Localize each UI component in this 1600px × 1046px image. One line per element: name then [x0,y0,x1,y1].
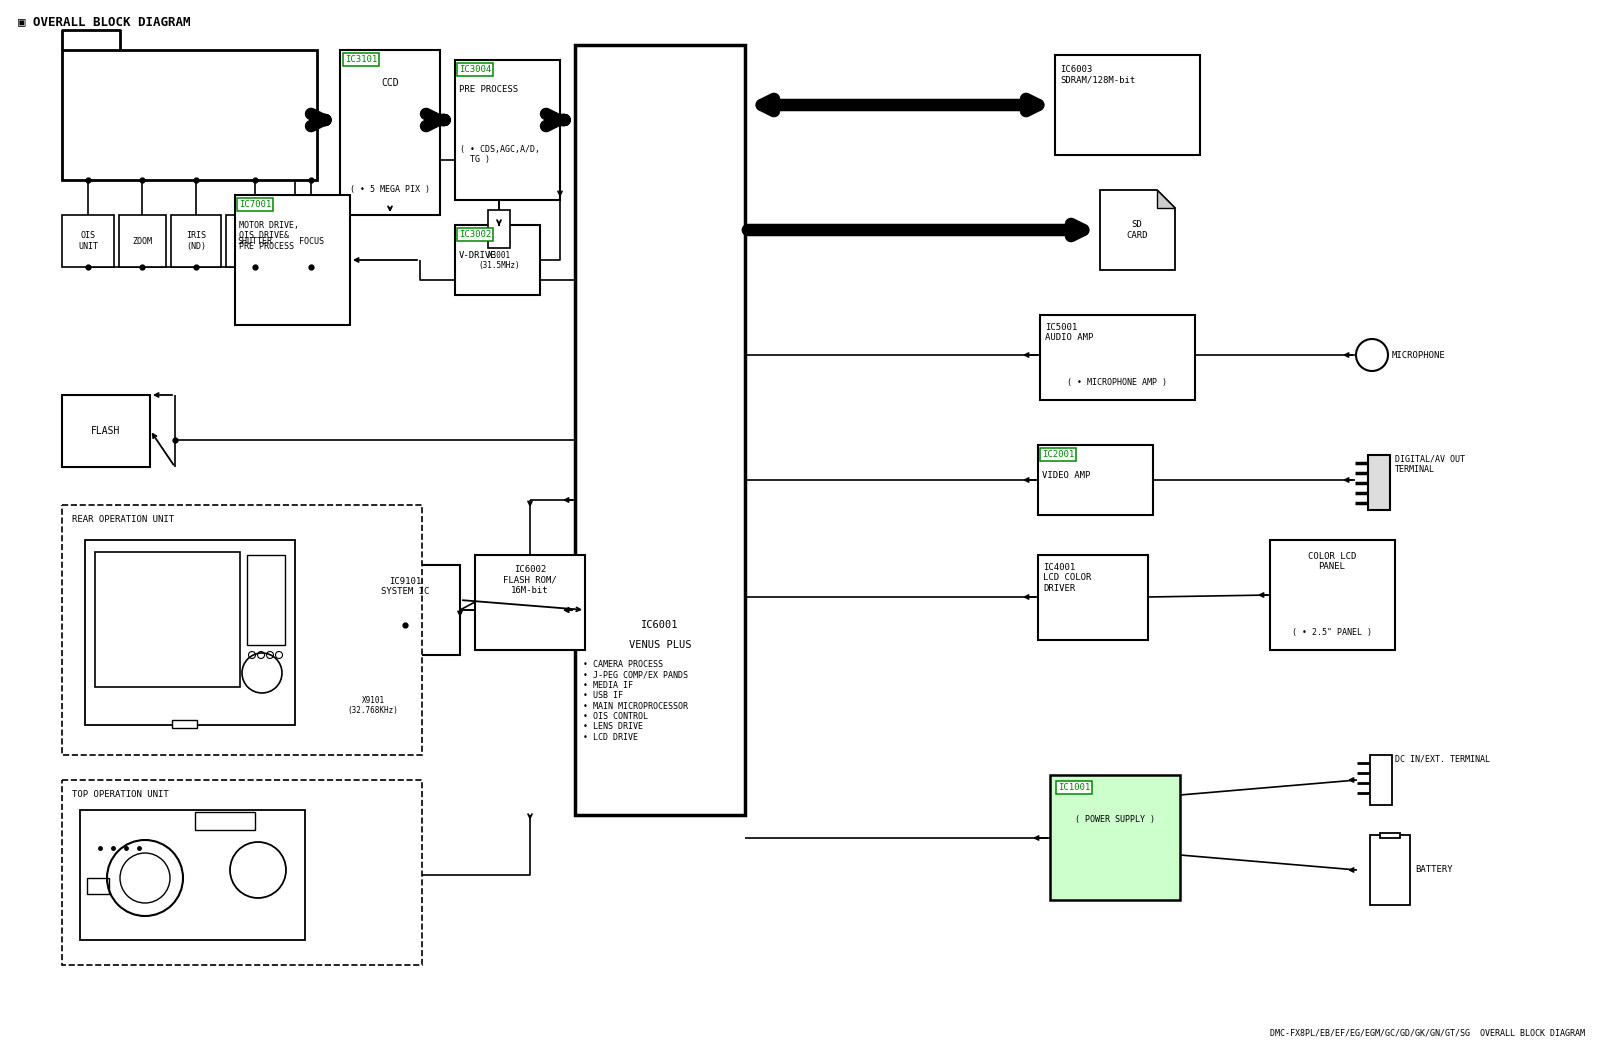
Text: IC9101
SYSTEM IC: IC9101 SYSTEM IC [381,577,429,596]
Bar [1038,445,1154,515]
Bar [1038,555,1149,640]
Bar [62,505,422,755]
Text: ( • MICROPHONE AMP ): ( • MICROPHONE AMP ) [1067,378,1166,387]
Text: IC1001: IC1001 [1058,783,1090,792]
Text: • CAMERA PROCESS
• J-PEG COMP/EX PANDS
• MEDIA IF
• USB IF
• MAIN MICROPROCESSOR: • CAMERA PROCESS • J-PEG COMP/EX PANDS •… [582,660,688,742]
Text: MOTOR DRIVE,
OIS DRIVE&
PRE PROCESS: MOTOR DRIVE, OIS DRIVE& PRE PROCESS [238,221,299,251]
Text: IC3004: IC3004 [459,65,491,74]
Bar [1050,775,1181,900]
Bar [235,195,350,325]
Text: IC5001
AUDIO AMP: IC5001 AUDIO AMP [1045,323,1093,342]
Text: DC IN/EXT. TERMINAL: DC IN/EXT. TERMINAL [1395,755,1490,764]
Bar [226,215,283,267]
Text: ( • 2.5" PANEL ): ( • 2.5" PANEL ) [1293,628,1373,637]
Bar [80,810,306,940]
Bar [62,215,114,267]
Bar [171,215,221,267]
Text: ( • 5 MEGA PIX ): ( • 5 MEGA PIX ) [350,185,430,194]
Bar [1370,755,1392,805]
Text: OIS
UNIT: OIS UNIT [78,231,98,251]
Bar [173,720,197,728]
Text: IC4001
LCD COLOR
DRIVER: IC4001 LCD COLOR DRIVER [1043,563,1091,593]
Text: V-DRIVE: V-DRIVE [459,251,496,260]
Text: IC3002: IC3002 [459,230,491,238]
Text: DMC-FX8PL/EB/EF/EG/EGM/GC/GD/GK/GN/GT/SG  OVERALL BLOCK DIAGRAM: DMC-FX8PL/EB/EF/EG/EGM/GC/GD/GK/GN/GT/SG… [1270,1029,1586,1038]
Text: SD
CARD: SD CARD [1126,221,1147,240]
Bar [62,50,317,180]
Text: COLOR LCD
PANEL: COLOR LCD PANEL [1307,552,1357,571]
Bar [339,50,440,215]
Bar [574,45,746,815]
Text: BATTERY: BATTERY [1414,865,1453,874]
Bar [1040,315,1195,400]
Bar [454,60,560,200]
Text: REAR OPERATION UNIT: REAR OPERATION UNIT [72,515,174,524]
Text: PRE PROCESS: PRE PROCESS [459,85,518,94]
Bar [94,552,240,687]
Bar [62,395,150,467]
Text: FLASH: FLASH [91,426,120,436]
Text: ▣ OVERALL BLOCK DIAGRAM: ▣ OVERALL BLOCK DIAGRAM [18,15,190,28]
Bar [246,555,285,645]
Text: IC7001: IC7001 [238,200,272,209]
Polygon shape [1157,190,1174,208]
Text: IC6002
FLASH ROM/
16M-bit: IC6002 FLASH ROM/ 16M-bit [502,565,557,595]
Text: CCD: CCD [381,78,398,88]
Bar [86,878,109,894]
Text: IC6003
SDRAM/128M-bit: IC6003 SDRAM/128M-bit [1059,65,1136,85]
Text: IC6001: IC6001 [642,620,678,630]
Bar [288,215,334,267]
Text: X3001
(31.5MHz): X3001 (31.5MHz) [478,251,520,271]
Bar [1368,455,1390,510]
Polygon shape [1101,190,1174,270]
Text: IC2001: IC2001 [1042,450,1074,459]
Bar [488,210,510,248]
Bar [475,555,586,650]
Bar [1054,55,1200,155]
Bar [1379,833,1400,838]
Text: ( • CDS,AGC,A/D,
  TG ): ( • CDS,AGC,A/D, TG ) [461,145,541,164]
Bar [62,780,422,965]
Bar [118,215,166,267]
Text: IC3101: IC3101 [346,55,378,64]
Text: ZOOM: ZOOM [133,236,152,246]
Text: TOP OPERATION UNIT: TOP OPERATION UNIT [72,790,168,799]
Text: X9101
(32.768KHz): X9101 (32.768KHz) [347,696,398,715]
Text: MICROPHONE: MICROPHONE [1392,350,1446,360]
Text: IRIS
(ND): IRIS (ND) [186,231,206,251]
Bar [85,540,294,725]
Text: VENUS PLUS: VENUS PLUS [629,640,691,650]
Text: DIGITAL/AV OUT
TERMINAL: DIGITAL/AV OUT TERMINAL [1395,455,1466,475]
Bar [454,225,541,295]
Bar [195,812,254,829]
Bar [1270,540,1395,650]
Text: VIDEO AMP: VIDEO AMP [1042,471,1090,480]
Text: ( POWER SUPPLY ): ( POWER SUPPLY ) [1075,815,1155,824]
Bar [1370,835,1410,905]
Text: FOCUS: FOCUS [299,236,323,246]
Text: SHUTTER: SHUTTER [237,236,272,246]
Bar [350,565,461,655]
Bar [362,655,384,693]
